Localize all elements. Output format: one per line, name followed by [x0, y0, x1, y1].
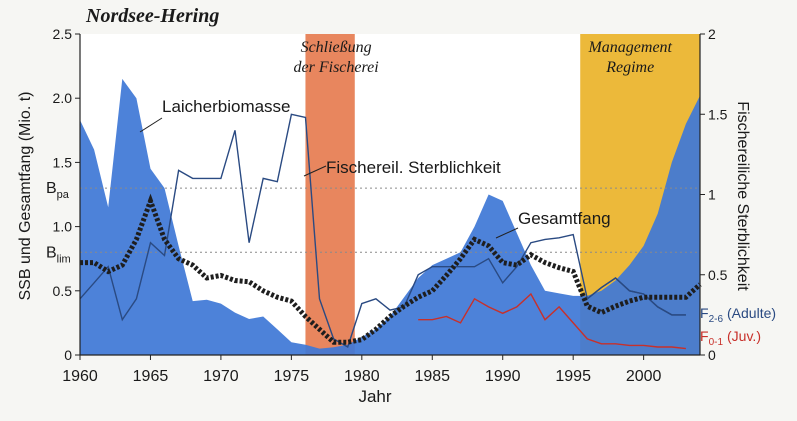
series-lines: Schließung der Fischerei Management Regime L…: [79, 39, 776, 350]
chart-title: Nordsee-Hering: [85, 5, 219, 27]
legend-note-2-6: (Adulte): [727, 305, 776, 321]
y-left-tick-label-0.5: 0.5: [53, 283, 73, 299]
spawning-biomass-area: [80, 78, 700, 356]
series-label-leader-3: [495, 227, 519, 239]
y-right-tick-label-2: 2: [708, 26, 716, 42]
series-label-3: Gesamtfang: [518, 209, 611, 228]
x-tick-label-1970: 1970: [203, 368, 239, 385]
y-left-tick-label-2.0: 2.0: [53, 90, 73, 106]
y-axis-left-label: SSB und Gesamtfang (Mio. t): [17, 92, 34, 301]
series-label-leader-1: [139, 117, 163, 133]
x-tick-label-1960: 1960: [62, 368, 98, 385]
axes: 1960 1965 1970 1975 1980 1985 1990 1995 2000 0 0.5…: [53, 26, 728, 385]
series-label-1: Laicherbiomasse: [162, 97, 291, 116]
legend-note-0-1: (Juv.): [727, 328, 761, 344]
shaded-period-1: [305, 34, 355, 355]
chart-labels: Nordsee-Hering Jahr SSB und Gesamtfang (…: [17, 5, 751, 406]
line-f-adulte: [586, 277, 686, 316]
y-right-tick-label-0.5: 0.5: [708, 267, 728, 283]
period-label-1-line-1: Schließung: [301, 39, 372, 56]
y-right-tick-label-1.5: 1.5: [708, 106, 728, 122]
period-label-2-line-1: Management: [587, 39, 672, 56]
y-left-tick-label-2.5: 2.5: [53, 26, 73, 42]
period-label-2-line-2: Regime: [605, 59, 654, 76]
reference-label-sub-pa: pa: [57, 189, 70, 201]
y-left-tick-label-1.5: 1.5: [53, 154, 73, 170]
line-gesamtfang: [80, 193, 702, 345]
series-label-2: Fischereil. Sterblichkeit: [326, 158, 501, 177]
y-axis-right-label: Fischereiliche Sterblichkeit: [734, 101, 751, 291]
x-tick-label-1975: 1975: [274, 368, 310, 385]
x-tick-label-1980: 1980: [344, 368, 380, 385]
legend-sub-0-1: 0-1: [709, 337, 724, 348]
x-tick-label-1990: 1990: [485, 368, 521, 385]
x-tick-label-2000: 2000: [626, 368, 662, 385]
y-left-tick-label-0: 0: [64, 347, 72, 363]
y-left-tick-label-1.0: 1.0: [53, 219, 73, 235]
area-laicherbiomasse: [80, 78, 700, 356]
reference-label-sub-lim: lim: [57, 253, 71, 265]
y-right-tick-label-0: 0: [708, 347, 716, 363]
series-label-leader-2: [303, 165, 327, 177]
x-tick-label-1965: 1965: [133, 368, 169, 385]
y-right-tick-label-1: 1: [708, 187, 716, 203]
x-tick-label-1985: 1985: [414, 368, 450, 385]
legend-sub-2-6: 2-6: [709, 314, 724, 325]
line-fischereil-sterblichkeit: [79, 113, 686, 349]
x-axis-label: Jahr: [358, 387, 391, 406]
period-label-1-line-2: der Fischerei: [294, 59, 379, 76]
line-f-juv: [418, 292, 686, 350]
x-tick-label-1995: 1995: [555, 368, 591, 385]
